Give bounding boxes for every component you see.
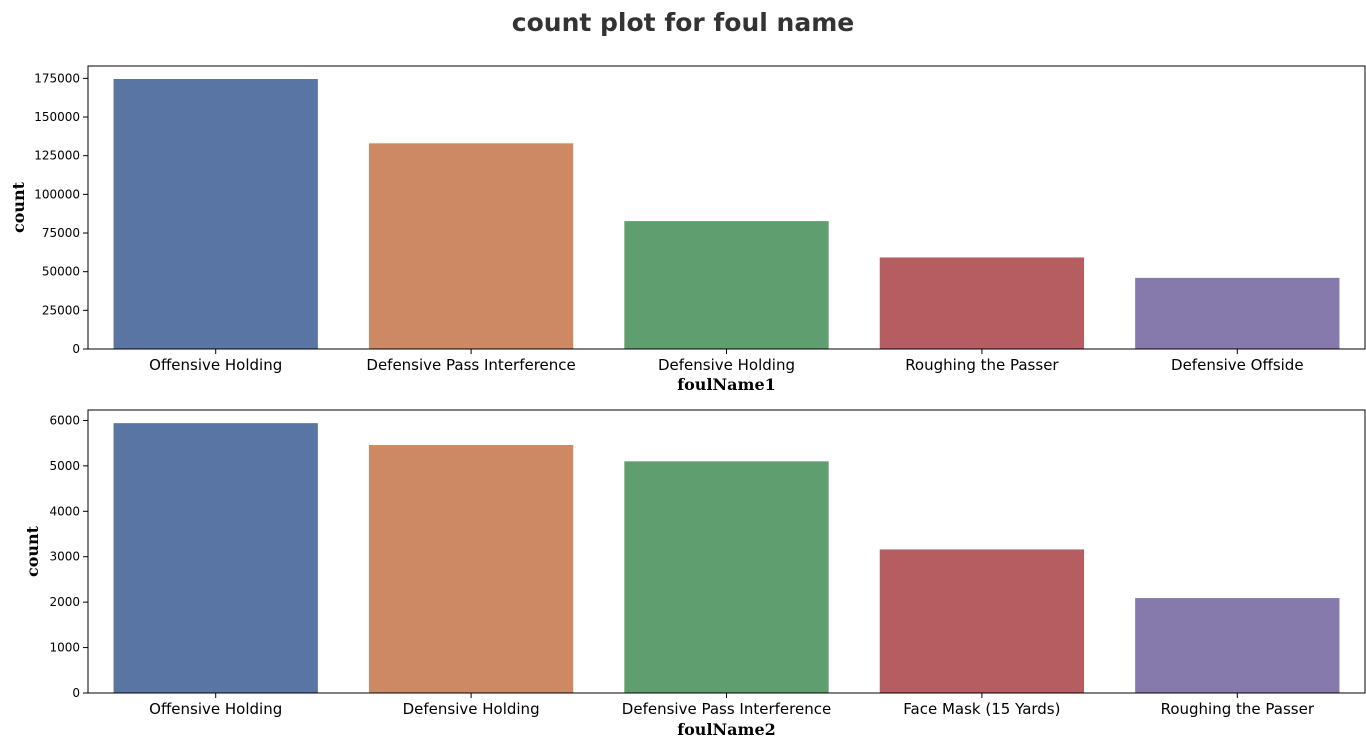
y-tick-label: 0 [72, 686, 80, 700]
bar-3 [624, 461, 829, 693]
y-axis-title: count [9, 181, 28, 233]
x-tick-label: Defensive Pass Interference [622, 700, 831, 718]
y-axis-title: count [23, 525, 42, 577]
subplot-1: 0 25000 50000 75000 100000 125000 150000 175000… [9, 65, 1366, 394]
y-tick-label: 0 [72, 342, 80, 356]
bar-2 [368, 143, 574, 349]
y-tick-label: 3000 [49, 550, 80, 564]
y-tick-label: 75000 [42, 226, 80, 240]
x-tick-label: Defensive Offside [1171, 356, 1304, 374]
x-tick-label: Offensive Holding [149, 700, 282, 718]
x-axis-title: foulName2 [677, 720, 776, 739]
bar-5 [1135, 598, 1340, 693]
x-tick-label: Offensive Holding [149, 356, 282, 374]
x-tick-label: Defensive Holding [658, 356, 795, 374]
y-tick-label: 6000 [49, 413, 80, 427]
y-tick-label: 4000 [49, 504, 80, 518]
y-tick-label: 5000 [49, 459, 80, 473]
x-tick-label: Defensive Holding [403, 700, 540, 718]
bar-1 [113, 78, 318, 349]
y-tick-label: 1000 [49, 641, 80, 655]
x-tick-label: Roughing the Passer [1161, 700, 1315, 718]
bar-5 [1135, 277, 1340, 349]
subplot-2: 0 1000 2000 3000 4000 5000 6000 Offensive Holdi… [23, 409, 1366, 739]
bar-3 [624, 221, 829, 349]
bar-4 [879, 257, 1085, 349]
figure-title: count plot for foul name [511, 8, 855, 37]
x-tick-label: Roughing the Passer [905, 356, 1059, 374]
bar-1 [113, 423, 318, 693]
y-tick-label: 50000 [42, 265, 80, 279]
y-tick-label: 2000 [49, 595, 80, 609]
y-tick-label: 25000 [42, 303, 80, 317]
x-tick-label: Face Mask (15 Yards) [903, 700, 1060, 718]
y-tick-label: 175000 [34, 71, 80, 85]
bar-2 [368, 444, 574, 693]
y-tick-label: 125000 [34, 149, 80, 163]
x-tick-label: Defensive Pass Interference [366, 356, 575, 374]
bar-4 [879, 549, 1085, 693]
y-tick-label: 100000 [34, 187, 80, 201]
y-tick-label: 150000 [34, 110, 80, 124]
x-axis-title: foulName1 [677, 375, 776, 394]
